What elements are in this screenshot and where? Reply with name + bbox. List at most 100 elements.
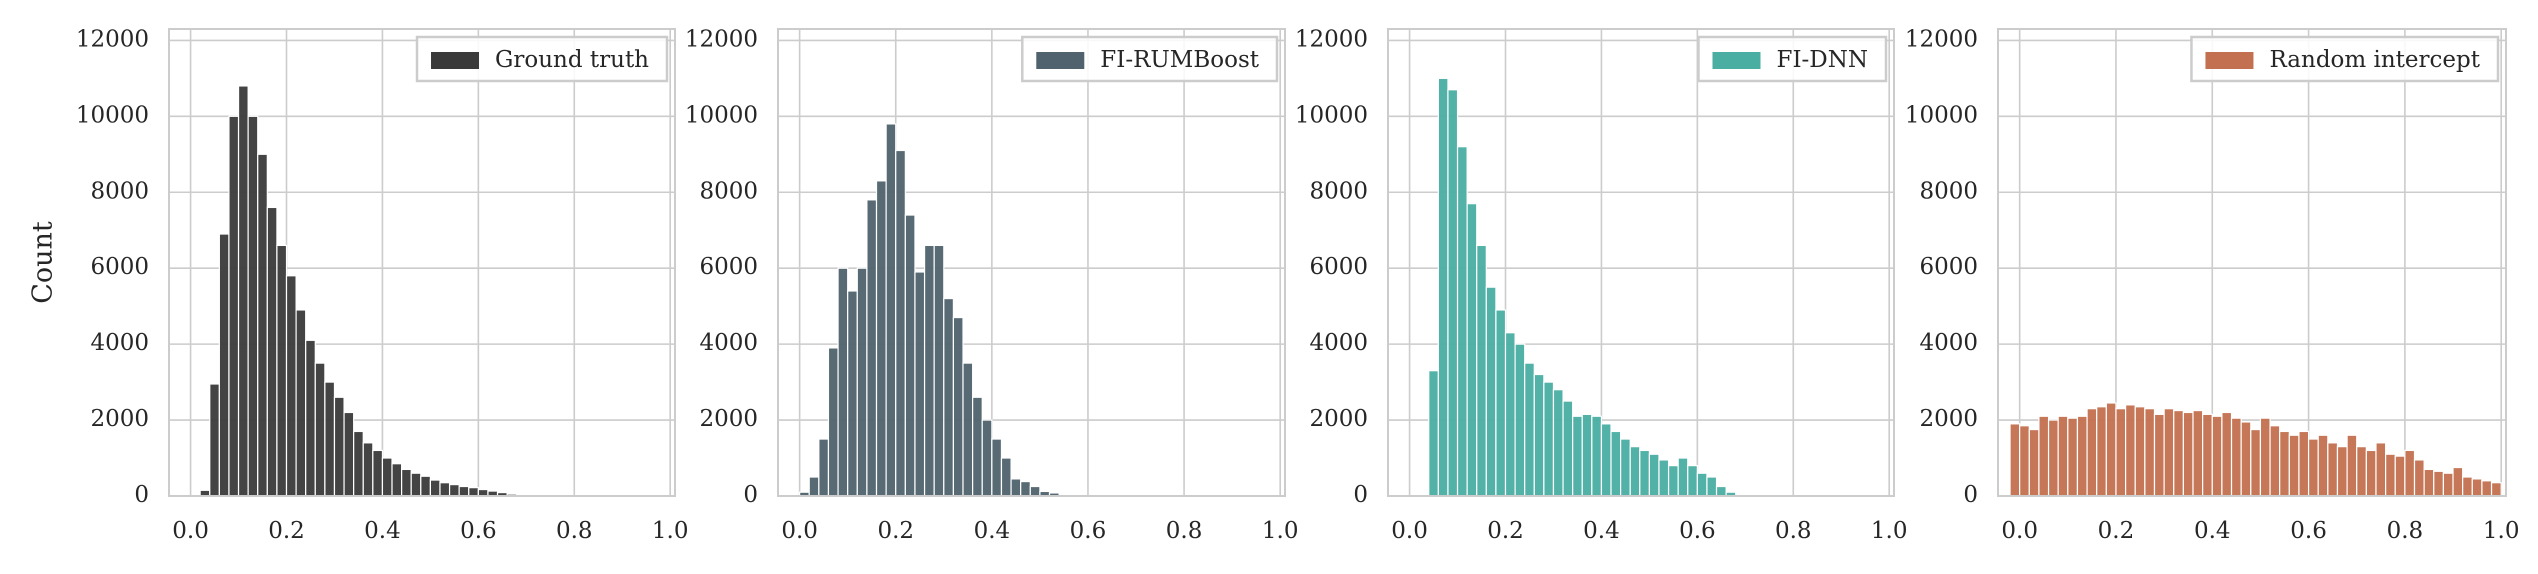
histogram-bar (420, 475, 431, 497)
histogram-bar (1428, 370, 1439, 497)
histogram-bar (1687, 465, 1698, 497)
histogram-bar (1696, 472, 1708, 497)
legend-label: FI-DNN (1776, 47, 1868, 73)
histogram-bar (2009, 423, 2021, 497)
histogram-bar (2153, 413, 2165, 497)
histogram-bar (2182, 411, 2194, 497)
histogram-bar (2086, 408, 2098, 497)
histogram-bar (1447, 89, 1459, 497)
histogram-bar (2221, 411, 2233, 497)
histogram-bar (218, 233, 230, 497)
y-tick-label: 8000 (1309, 178, 1368, 204)
x-tick-label: 0.6 (460, 518, 497, 544)
histogram-bar (837, 267, 849, 497)
histogram-bar (972, 396, 983, 497)
histogram-bar (2288, 434, 2300, 497)
y-tick-label: 0 (134, 482, 149, 508)
y-tick-label: 10000 (1295, 102, 1368, 128)
y-tick-label: 4000 (1919, 330, 1978, 356)
histogram-bar (1504, 332, 1516, 497)
histogram-bar (818, 438, 830, 497)
y-tick-label: 2000 (1309, 406, 1368, 432)
histogram-bar (2375, 442, 2387, 497)
histogram-bar (2202, 413, 2213, 497)
histogram-bar (257, 153, 268, 497)
axes-frame (1387, 28, 1895, 497)
histogram-bar (2365, 449, 2377, 497)
y-tick-label: 12000 (1905, 26, 1978, 52)
histogram-bar (2346, 434, 2358, 497)
y-tick-label: 8000 (1919, 178, 1978, 204)
histogram-bar (2462, 476, 2473, 497)
histogram-bar (895, 149, 906, 497)
histogram-bar (885, 123, 897, 497)
histogram-bar (1466, 203, 1478, 497)
histogram-bar (295, 309, 307, 497)
legend: Ground truth (415, 35, 669, 83)
x-tick-label: 0.6 (1679, 518, 1716, 544)
histogram-bar (1495, 309, 1507, 497)
subplot: 0.0 0.2 0.4 0.6 0.8 1.0 0 2000 4000 6000 8000 10000… (1905, 26, 2520, 544)
histogram-bar (1715, 485, 1727, 497)
histogram-bar (914, 271, 926, 497)
histogram-bar (391, 463, 403, 497)
y-tick-label: 6000 (1919, 254, 1978, 280)
histogram-bar (2038, 415, 2050, 497)
histogram-bar (2336, 446, 2348, 497)
histogram-bar (1524, 362, 1535, 497)
y-tick-label: 6000 (699, 254, 758, 280)
histogram-bar (343, 411, 355, 497)
histogram-bar (439, 482, 451, 497)
y-tick-label: 4000 (1309, 330, 1368, 356)
histogram-bar (1581, 413, 1593, 497)
x-tick-label: 1.0 (652, 518, 689, 544)
histogram-bar (353, 430, 364, 497)
x-tick-label: 0.0 (2001, 518, 2038, 544)
legend: FI-RUMBoost (1021, 35, 1279, 83)
histogram-bar (333, 396, 345, 497)
histogram-bar (410, 472, 422, 497)
legend-label: Random intercept (2269, 47, 2480, 73)
histogram-bar (875, 180, 887, 497)
x-tick-label: 0.4 (1583, 518, 1620, 544)
histogram-bar (866, 199, 878, 497)
y-tick-label: 8000 (90, 178, 149, 204)
x-tick-label: 0.8 (1775, 518, 1812, 544)
histogram-bar (1610, 430, 1622, 497)
y-tick-label: 12000 (76, 26, 149, 52)
histogram-bar (2481, 480, 2493, 497)
y-tick-label: 6000 (1309, 254, 1368, 280)
y-tick-label: 2000 (699, 406, 758, 432)
histogram-bar (448, 484, 460, 497)
histogram-bar (1620, 438, 1631, 497)
histogram-bar (2028, 428, 2040, 497)
subplot: 0.0 0.2 0.4 0.6 0.8 1.0 0 2000 4000 6000 8000 10000… (685, 26, 1299, 544)
histogram-bar (1677, 457, 1689, 497)
x-tick-label: 0.0 (1391, 518, 1428, 544)
histogram-bar (1533, 373, 1545, 497)
histogram-bar (228, 115, 240, 497)
histogram-bar (2211, 415, 2223, 497)
histogram-bar (362, 442, 374, 497)
histogram-bar (209, 383, 220, 497)
x-tick-label: 0.2 (877, 518, 914, 544)
y-tick-label: 6000 (90, 254, 149, 280)
y-tick-label: 4000 (699, 330, 758, 356)
x-tick-label: 0.0 (781, 518, 818, 544)
histogram-bar (401, 468, 412, 497)
histogram-bar (1000, 457, 1012, 497)
x-tick-label: 0.6 (2290, 518, 2327, 544)
histogram-bar (2413, 459, 2425, 497)
x-tick-label: 0.2 (1487, 518, 1524, 544)
y-axis-label: Count (28, 221, 59, 304)
y-tick-label: 0 (1963, 482, 1978, 508)
histogram-bar (2144, 408, 2156, 497)
legend-label: Ground truth (495, 47, 649, 73)
y-tick-label: 0 (743, 482, 758, 508)
x-tick-label: 0.0 (172, 518, 209, 544)
x-tick-label: 0.8 (2387, 518, 2424, 544)
histogram-bar (1572, 415, 1583, 497)
histogram-bar (2385, 453, 2396, 497)
histogram-bar (1485, 286, 1497, 497)
histogram-bar (1010, 478, 1022, 497)
